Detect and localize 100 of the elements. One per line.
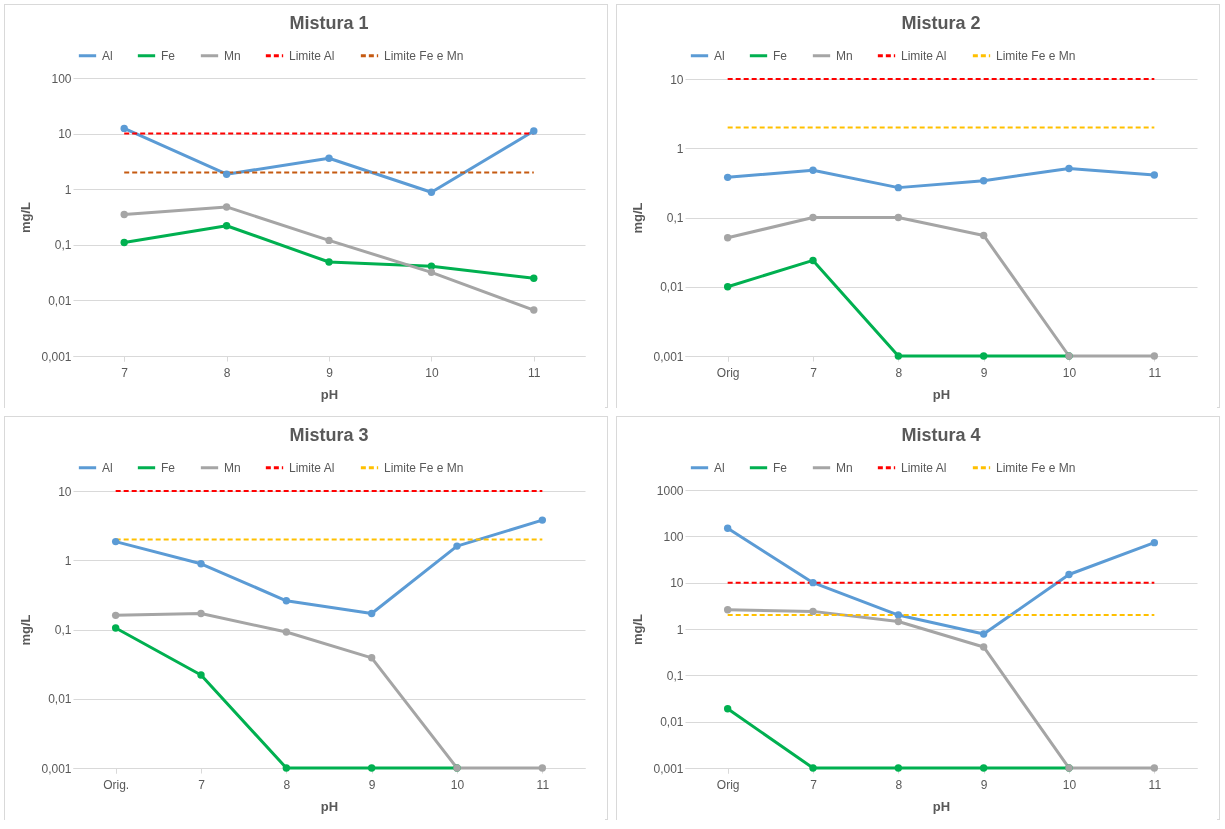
y-axis-title: mg/L [18, 201, 34, 234]
legend-label: Limite Al [901, 48, 947, 63]
point [723, 283, 732, 291]
x-tick-label: Orig [716, 365, 740, 380]
point [282, 764, 291, 772]
legend-label: Mn [224, 460, 241, 475]
y-tick-label: 0,001 [653, 761, 684, 776]
point [723, 606, 732, 614]
point [538, 516, 547, 524]
point [111, 624, 120, 632]
point [894, 611, 903, 619]
x-tick-label: 9 [980, 365, 988, 380]
legend-label: Limite Al [289, 48, 335, 63]
x-tick-label: 11 [528, 365, 541, 380]
point [111, 611, 120, 620]
point [979, 630, 988, 638]
x-tick-label: 11 [1148, 777, 1162, 792]
y-tick-label: 0,1 [54, 623, 72, 637]
x-tick-label: Orig. [103, 777, 130, 792]
x-axis-title: pH [932, 386, 951, 402]
x-tick-label: 7 [810, 365, 818, 380]
point [367, 764, 376, 772]
point [427, 268, 436, 277]
chart-title: Mistura 3 [289, 425, 369, 445]
x-tick-label: 11 [1148, 365, 1162, 380]
x-tick-label: 8 [895, 365, 903, 380]
x-tick-label: 10 [425, 365, 439, 380]
x-tick-label: 10 [450, 777, 465, 792]
point [894, 213, 903, 222]
x-tick-label: 11 [536, 777, 550, 792]
point [894, 617, 903, 626]
point [427, 188, 436, 196]
point [979, 764, 988, 772]
x-tick-label: 8 [223, 365, 231, 380]
y-tick-label: 1000 [656, 483, 684, 498]
x-axis-title: pH [932, 798, 951, 814]
point [894, 352, 903, 360]
y-tick-label: 1 [64, 553, 72, 568]
y-tick-label: 1 [676, 622, 684, 637]
point [809, 256, 817, 265]
point [979, 231, 988, 240]
x-axis-title: pH [320, 798, 339, 814]
y-tick-label: 10 [58, 127, 72, 142]
legend-label: Fe [161, 460, 176, 475]
legend-label: Fe [773, 48, 788, 63]
legend-label: Al [714, 460, 725, 475]
legend-label: Limite Fe e Mn [996, 460, 1076, 475]
y-tick-label: 1 [64, 182, 72, 197]
legend-label: Al [102, 48, 113, 63]
point [530, 127, 538, 135]
point [723, 234, 732, 242]
point [723, 524, 732, 533]
y-tick-label: 10 [58, 484, 72, 499]
x-tick-label: 8 [283, 777, 291, 792]
legend-label: Limite Fe e Mn [384, 460, 464, 475]
point [723, 173, 732, 182]
point [367, 654, 376, 662]
y-tick-label: 0,1 [54, 238, 72, 253]
x-tick-label: 9 [368, 777, 376, 792]
point [197, 560, 205, 568]
y-axis-title: mg/L [18, 614, 34, 646]
point [222, 203, 231, 211]
point [809, 764, 817, 772]
x-tick-label: Orig [716, 777, 740, 792]
y-tick-label: 100 [663, 529, 684, 544]
point [222, 222, 231, 230]
y-tick-label: 0,1 [666, 668, 684, 683]
point [197, 609, 205, 618]
legend-label: Mn [836, 48, 853, 63]
y-tick-label: 0,1 [666, 211, 684, 225]
x-tick-label: 7 [810, 777, 818, 792]
point [282, 628, 291, 636]
point [325, 258, 333, 266]
point [809, 578, 817, 587]
x-tick-label: 10 [1062, 777, 1077, 792]
chart-title: Mistura 4 [901, 425, 981, 445]
point [809, 166, 817, 175]
point [367, 609, 376, 618]
point [723, 705, 732, 713]
legend-label: Mn [224, 48, 241, 63]
point [1150, 538, 1159, 547]
y-tick-label: 0,01 [660, 715, 684, 730]
x-tick-label: 9 [326, 365, 334, 380]
x-tick-label: 8 [895, 777, 903, 792]
point [979, 352, 988, 360]
x-tick-label: 9 [980, 777, 988, 792]
y-tick-label: 0,001 [653, 349, 684, 364]
legend-label: Limite Al [289, 460, 335, 475]
y-tick-label: 10 [670, 72, 684, 87]
point [1150, 171, 1159, 179]
y-tick-label: 0,001 [41, 761, 72, 776]
point [894, 764, 903, 772]
point [538, 764, 547, 772]
point [1150, 764, 1159, 772]
y-tick-label: 0,01 [48, 293, 72, 308]
point [530, 274, 538, 282]
point [809, 607, 817, 616]
y-tick-label: 10 [670, 576, 684, 591]
x-tick-label: 10 [1062, 365, 1077, 380]
y-tick-label: 0,01 [48, 692, 72, 707]
